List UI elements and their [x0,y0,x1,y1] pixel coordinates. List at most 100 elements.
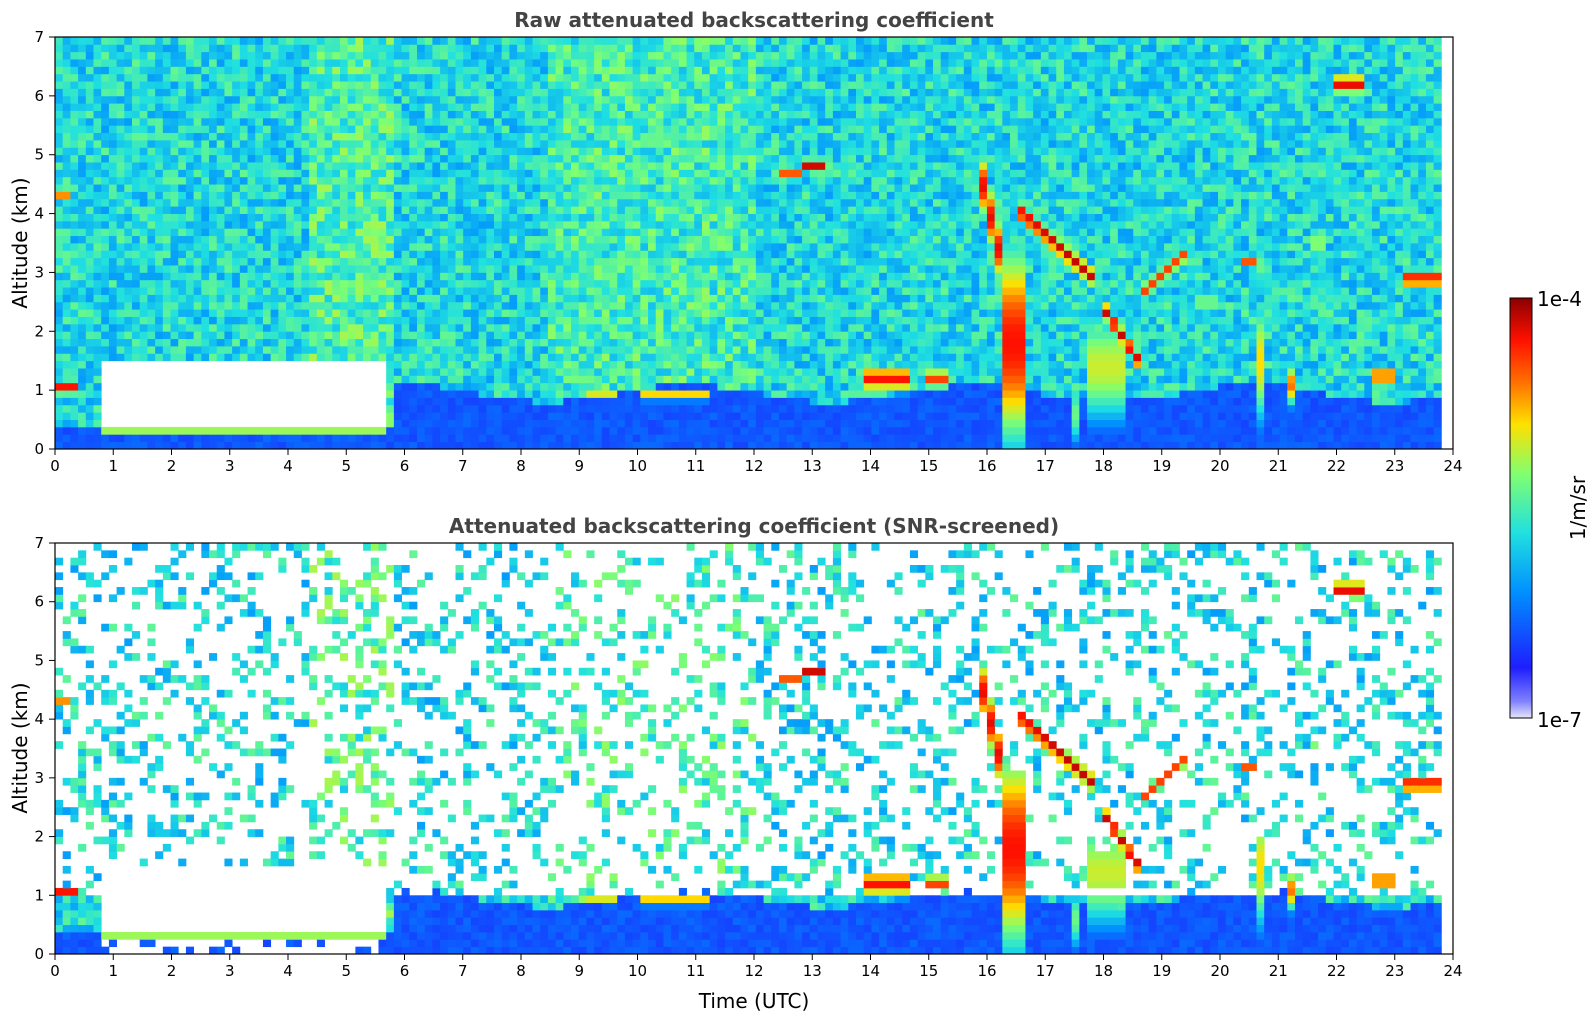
heatmap-cell [347,265,356,273]
heatmap-cell [532,191,541,200]
heatmap-cell [594,301,603,310]
heatmap-cell [278,235,287,244]
heatmap-cell [524,272,533,281]
heatmap-cell [655,213,664,222]
heatmap-cell [778,37,788,45]
heatmap-cell [447,103,456,111]
heatmap-cell [470,191,480,200]
heatmap-cell [447,51,456,60]
heatmap-cell [124,88,133,97]
heatmap-cell [101,220,110,229]
heatmap-cell [193,110,202,119]
heatmap-cell [463,397,472,406]
heatmap-cell [270,162,279,170]
heatmap-cell [494,220,503,229]
heatmap-cell [347,59,356,67]
heatmap-cell [594,140,603,148]
heatmap-cell [463,140,472,148]
heatmap-cell [463,51,472,60]
heatmap-cell [686,404,695,413]
heatmap-cell [624,95,634,104]
heatmap-cell [101,338,110,347]
heatmap-cell [748,125,757,134]
heatmap-cell [771,243,780,251]
heatmap-cell [663,132,672,141]
heatmap-cell [247,184,256,192]
heatmap-cell [655,331,664,340]
heatmap-cell [501,184,510,192]
heatmap-cell [594,235,603,244]
heatmap-cell [440,272,449,281]
heatmap-cell [339,235,349,244]
heatmap-cell [316,309,325,317]
heatmap-cell [332,287,341,295]
heatmap-cell [62,81,71,89]
heatmap-cell [178,59,187,67]
heatmap-cell [509,375,518,384]
heatmap-cell [717,323,726,332]
heatmap-cell [586,353,595,362]
heatmap-cell [555,169,564,178]
heatmap-cell [624,287,634,295]
heatmap-cell [139,176,148,185]
heatmap-cell [278,198,287,207]
heatmap-cell [771,95,780,104]
heatmap-cell [124,169,133,178]
heatmap-cell [517,220,526,229]
heatmap-cell [594,390,603,398]
heatmap-cell [185,103,195,111]
heatmap-cell [778,191,788,200]
heatmap-cell [401,294,410,303]
heatmap-cell [648,441,657,450]
heatmap-cell [347,213,356,222]
heatmap-cell [486,316,495,325]
heatmap-cell [324,66,333,75]
heatmap-cell [540,250,549,259]
heatmap-cell [601,323,610,332]
heatmap-cell [701,426,711,435]
heatmap-cell [347,243,356,251]
heatmap-cell [532,346,541,354]
heatmap-cell [470,228,480,237]
heatmap-cell [771,397,780,406]
heatmap-cell [409,81,418,89]
heatmap-cell [486,412,495,420]
heatmap-cell [455,272,464,281]
heatmap-cell [655,243,664,251]
heatmap-cell [763,88,772,97]
heatmap-cell [624,243,634,251]
heatmap-cell [432,346,441,354]
heatmap-cell [763,250,772,259]
heatmap-cell [108,37,118,45]
heatmap-cell [463,426,472,435]
heatmap-cell [339,162,349,170]
heatmap-cell [678,316,687,325]
heatmap-cell [386,257,395,266]
heatmap-cell [293,228,302,237]
heatmap-cell [478,81,487,89]
heatmap-cell [740,265,749,273]
heatmap-cell [486,382,495,391]
heatmap-cell [447,279,456,288]
heatmap-cell [309,338,318,347]
heatmap-cell [586,59,595,67]
heatmap-cell [709,257,718,266]
heatmap-cell [447,169,456,178]
heatmap-cell [632,404,641,413]
heatmap-cell [501,110,510,119]
heatmap-cell [594,184,603,192]
heatmap-cell [763,434,772,443]
heatmap-cell [309,220,318,229]
heatmap-cell [509,213,518,222]
heatmap-cell [108,353,118,362]
heatmap-cell [401,169,410,178]
heatmap-cell [124,346,133,354]
heatmap-cell [232,331,241,340]
heatmap-cell [501,154,510,163]
heatmap-cell [540,279,549,288]
heatmap-cell [293,66,302,75]
heatmap-cell [748,316,757,325]
heatmap-cell [617,184,626,192]
heatmap-cell [62,73,71,82]
heatmap-cell [755,103,764,111]
